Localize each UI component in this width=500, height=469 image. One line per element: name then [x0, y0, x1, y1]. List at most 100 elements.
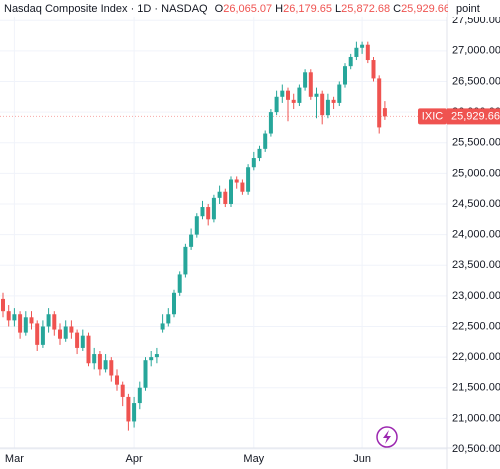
ohlc-value: 26,065.07: [223, 3, 272, 15]
candle-body: [86, 335, 91, 364]
candle: [189, 228, 194, 250]
candle: [115, 369, 119, 391]
candle: [75, 329, 80, 355]
candle: [263, 130, 268, 152]
candle: [35, 320, 40, 351]
candle-body: [274, 96, 279, 113]
candle-body: [154, 354, 159, 358]
candle: [92, 347, 97, 370]
candle: [132, 396, 137, 428]
candle-body: [234, 179, 239, 183]
y-tick-label: 21,000.00: [452, 412, 500, 424]
price-tag-label: 25,929.66: [451, 110, 500, 122]
candle: [365, 41, 370, 64]
candle: [29, 311, 34, 330]
candle: [268, 109, 273, 137]
candle: [337, 81, 342, 106]
candle-body: [177, 274, 182, 293]
candle: [246, 164, 251, 195]
candle-body: [251, 158, 256, 168]
candle: [40, 320, 45, 348]
candle-body: [348, 56, 353, 67]
candle: [377, 75, 382, 134]
candle-body: [46, 314, 51, 327]
candle: [126, 393, 131, 431]
candle: [314, 87, 319, 119]
candle-body: [29, 317, 34, 324]
candle: [63, 320, 68, 342]
icon-bolt[interactable]: [383, 430, 391, 444]
candle: [183, 243, 188, 278]
candle-body: [97, 354, 102, 370]
candle: [46, 308, 51, 333]
candle-body: [40, 326, 45, 345]
candle-body: [291, 99, 296, 103]
candle: [348, 53, 353, 70]
candle-body: [18, 314, 23, 333]
candle: [234, 176, 239, 189]
lightning-icon[interactable]: [376, 426, 398, 448]
candle-body: [360, 44, 365, 48]
candle: [86, 332, 91, 367]
candle: [80, 329, 85, 351]
candle-body: [126, 396, 131, 422]
candle: [194, 213, 199, 238]
candle: [23, 311, 28, 336]
price-tag-bg: [447, 108, 500, 125]
candle-body: [331, 99, 336, 103]
candle-body: [382, 108, 387, 117]
candle: [103, 354, 108, 373]
candle: [251, 151, 256, 171]
candle: [69, 320, 74, 339]
candle-body: [120, 384, 125, 397]
candle: [12, 308, 17, 327]
y-tick-label: 27,500.00: [452, 14, 500, 26]
candle: [229, 176, 233, 208]
candle-body: [52, 314, 57, 330]
candle-body: [325, 99, 330, 116]
y-tick-label: 22,500.00: [452, 320, 500, 332]
candle: [206, 203, 211, 226]
ohlc-key: C: [393, 3, 401, 15]
candle: [360, 41, 365, 54]
candle: [109, 357, 114, 382]
candle-body: [320, 93, 325, 116]
candle-body: [308, 72, 313, 97]
y-tick-label: 25,000.00: [452, 167, 500, 179]
candle: [297, 84, 302, 106]
candle-body: [166, 314, 171, 324]
candle: [52, 311, 57, 336]
symbol-tag-bg: [418, 108, 447, 125]
candle: [274, 90, 279, 116]
plot-area: [1, 41, 387, 431]
candle-body: [257, 148, 262, 159]
candle-body: [371, 60, 376, 79]
candle-body: [337, 84, 342, 103]
candle: [354, 41, 359, 61]
candle-body: [115, 375, 119, 385]
candle-body: [240, 182, 245, 192]
candle-body: [217, 191, 222, 198]
candle-body: [58, 329, 62, 339]
candle: [303, 69, 308, 91]
candle-body: [63, 326, 68, 339]
candle-body: [365, 44, 370, 61]
candle-body: [172, 292, 176, 315]
candle: [291, 93, 296, 110]
chart-header: Nasdaq Composite Index · 1D · NASDAQ O26…: [4, 3, 450, 15]
candle-body: [149, 357, 154, 361]
candle-body: [1, 298, 5, 312]
candle-body: [35, 323, 40, 345]
y-tick-label: 26,500.00: [452, 75, 500, 87]
y-tick-label: 20,500.00: [452, 443, 500, 455]
candle: [160, 314, 165, 333]
candle-body: [23, 317, 28, 333]
candle: [343, 63, 347, 88]
y-tick-label: 23,500.00: [452, 259, 500, 271]
candle-body: [229, 179, 233, 204]
ohlc-key: O: [215, 3, 224, 15]
candle-body: [132, 403, 137, 422]
candle-body: [246, 167, 251, 192]
ohlc-value: 25,872.68: [341, 3, 390, 15]
